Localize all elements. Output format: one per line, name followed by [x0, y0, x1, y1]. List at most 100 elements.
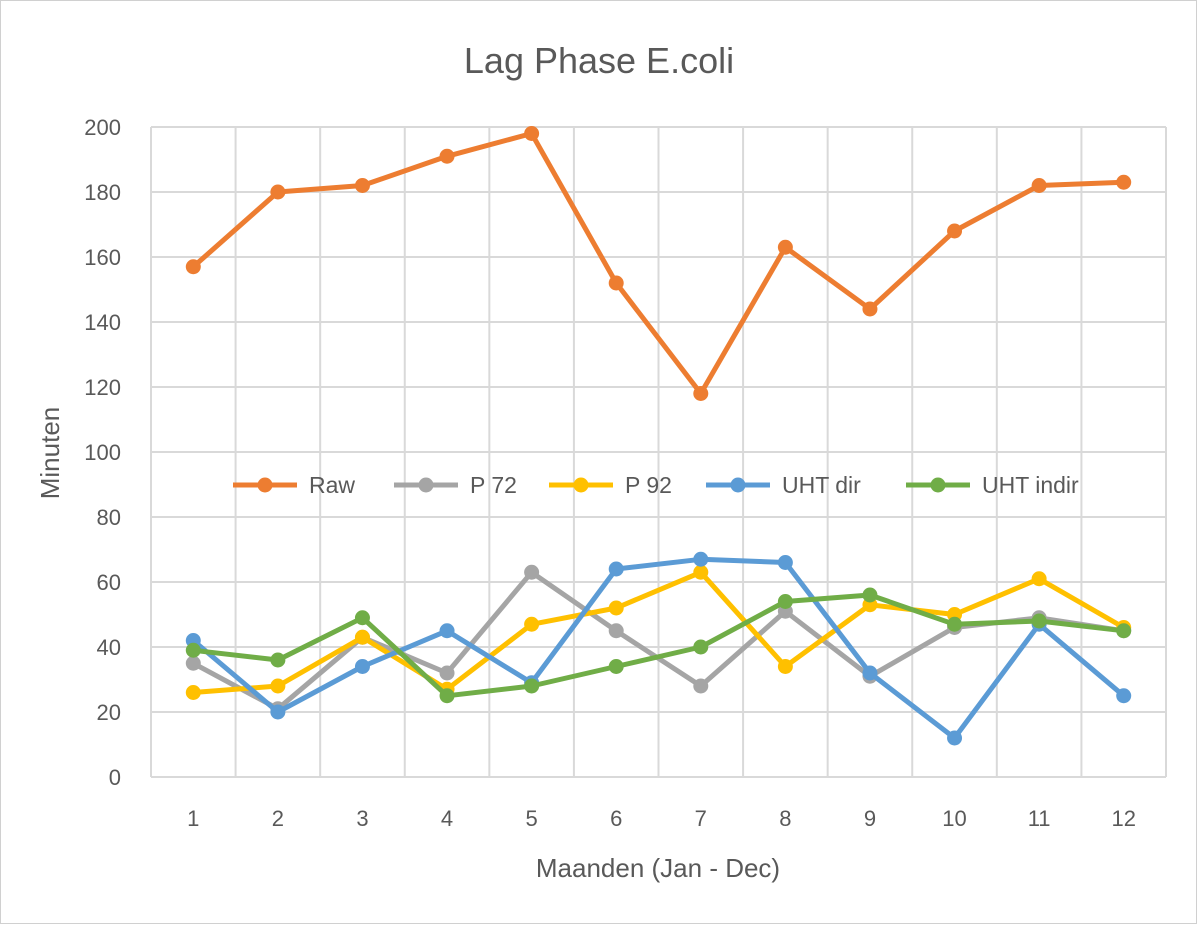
series-line	[190, 569, 1127, 695]
data-point	[524, 126, 540, 141]
chart-title: Lag Phase E.coli	[464, 40, 734, 81]
data-point	[185, 259, 201, 275]
y-tick-label: 20	[97, 700, 121, 725]
legend-marker	[573, 477, 589, 493]
data-point	[777, 659, 793, 674]
data-point	[693, 551, 709, 567]
data-point	[270, 704, 286, 720]
data-point	[947, 223, 963, 239]
data-point	[777, 555, 793, 570]
data-point	[270, 652, 286, 668]
data-point	[947, 730, 963, 746]
y-tick-label: 160	[84, 245, 121, 270]
data-point	[608, 275, 624, 291]
data-point	[693, 639, 709, 655]
data-point	[777, 594, 793, 609]
legend-label: Raw	[309, 472, 355, 498]
data-point	[354, 610, 370, 626]
x-tick-label: 6	[610, 806, 622, 831]
series-line	[190, 592, 1127, 699]
legend: Raw P 72 P 92 UHT dir UHT indir	[233, 472, 1079, 498]
x-tick-label: 4	[441, 806, 453, 831]
data-point	[185, 685, 201, 700]
y-tick-label: 200	[84, 115, 121, 140]
data-point	[862, 665, 878, 681]
series-line	[190, 556, 1127, 741]
x-tick-label: 9	[864, 806, 876, 831]
legend-entry-0: Raw	[233, 472, 355, 498]
data-point	[524, 564, 540, 580]
y-axis-label: Minuten	[35, 407, 65, 500]
legend-label: UHT dir	[782, 472, 861, 498]
y-tick-label: 60	[97, 570, 121, 595]
x-tick-label: 8	[779, 806, 791, 831]
data-point	[693, 386, 709, 401]
legend-marker	[730, 477, 746, 493]
x-tick-label: 3	[356, 806, 368, 831]
data-point	[185, 642, 201, 658]
data-point	[1031, 613, 1047, 629]
data-point	[354, 178, 370, 193]
series-4	[185, 587, 1132, 704]
data-point	[354, 629, 370, 645]
data-point	[693, 678, 709, 694]
y-tick-label: 0	[109, 765, 121, 790]
y-tick-label: 80	[97, 505, 121, 530]
y-tick-label: 140	[84, 310, 121, 335]
data-point	[777, 239, 793, 255]
x-tick-label: 1	[187, 806, 199, 831]
data-point	[862, 587, 878, 603]
data-point	[270, 678, 286, 694]
data-point	[693, 564, 709, 580]
data-point	[270, 184, 286, 200]
y-tick-label: 100	[84, 440, 121, 465]
data-point	[524, 616, 540, 632]
data-point	[185, 655, 201, 671]
x-tick-labels: 1 2 3 4 5 6 7 8 9 10 11 12	[187, 806, 1136, 831]
series-0	[185, 126, 1132, 401]
data-point	[608, 600, 624, 616]
data-point	[608, 561, 624, 577]
series-line	[190, 131, 1127, 396]
x-tick-label: 10	[942, 806, 966, 831]
grid-lines	[150, 126, 1167, 778]
legend-label: P 72	[470, 472, 517, 498]
data-point	[1116, 174, 1132, 190]
data-point	[354, 659, 370, 674]
x-tick-label: 5	[526, 806, 538, 831]
y-tick-label: 40	[97, 635, 121, 660]
data-point	[1031, 178, 1047, 193]
y-tick-label: 120	[84, 375, 121, 400]
data-point	[1116, 688, 1132, 704]
data-point	[524, 678, 540, 694]
legend-entry-1: P 72	[394, 472, 517, 498]
legend-entry-2: P 92	[549, 472, 672, 498]
legend-label: UHT indir	[982, 472, 1079, 498]
y-tick-labels: 0 20 40 60 80 100 120 140 160 180 200	[84, 115, 121, 790]
legend-label: P 92	[625, 472, 672, 498]
legend-marker	[418, 477, 434, 493]
data-point	[439, 688, 455, 704]
legend-marker	[257, 477, 273, 493]
legend-entry-3: UHT dir	[706, 472, 861, 498]
data-point	[947, 616, 963, 632]
x-tick-label: 7	[695, 806, 707, 831]
legend-entry-4: UHT indir	[906, 472, 1079, 498]
legend-marker	[930, 477, 946, 493]
x-tick-label: 12	[1111, 806, 1135, 831]
y-tick-label: 180	[84, 180, 121, 205]
data-point	[1116, 623, 1132, 639]
data-point	[439, 623, 455, 639]
x-axis-label: Maanden (Jan - Dec)	[536, 853, 780, 883]
data-point	[608, 659, 624, 674]
data-point	[608, 623, 624, 639]
x-tick-label: 2	[272, 806, 284, 831]
series-group	[185, 126, 1132, 746]
data-point	[439, 148, 455, 164]
data-point	[862, 301, 878, 317]
data-point	[439, 665, 455, 681]
data-point	[1031, 571, 1047, 587]
x-tick-label: 11	[1028, 806, 1051, 831]
